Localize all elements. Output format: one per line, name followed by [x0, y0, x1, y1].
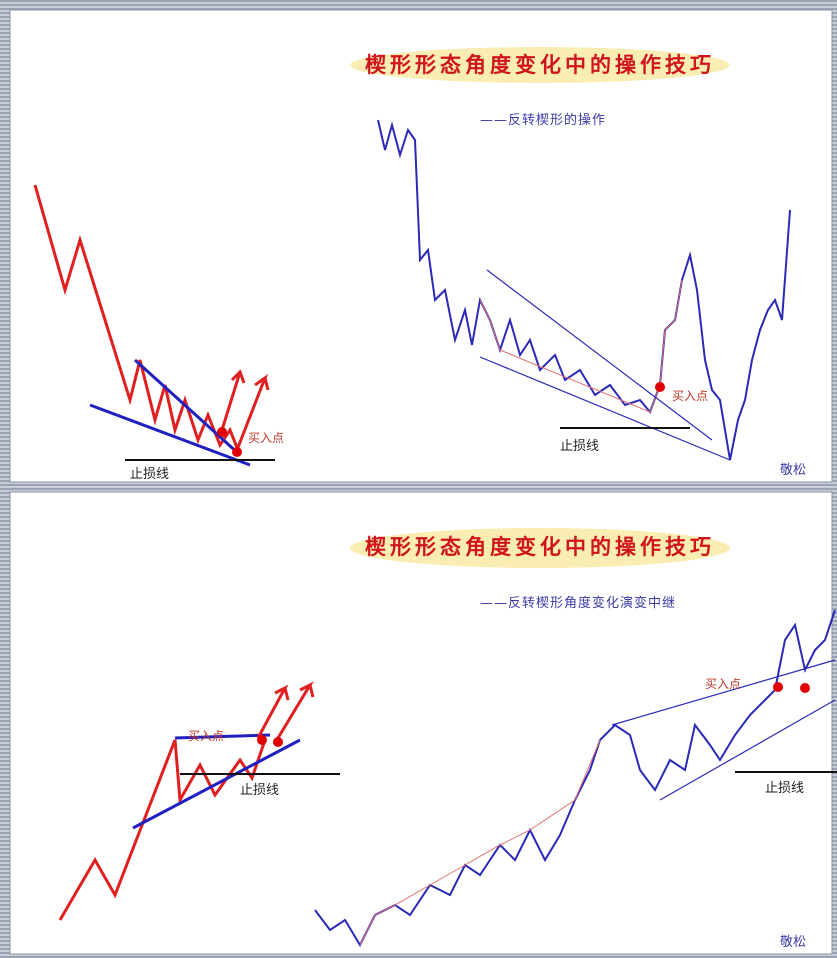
buy-dot: [257, 735, 267, 745]
signature: 敬松: [780, 934, 806, 950]
wedge-line: [486, 269, 713, 441]
wedge-line: [174, 733, 271, 740]
wedge-line: [611, 659, 836, 726]
sketch-price: [33, 184, 242, 456]
stop-label: 止损线: [560, 439, 599, 454]
stop-label: 止损线: [240, 783, 279, 798]
buy-dot: [273, 737, 283, 747]
title-brush: [350, 47, 730, 83]
stop-label: 止损线: [130, 467, 169, 482]
arrow: [220, 369, 246, 431]
subtitle: ——反转楔形的操作: [480, 112, 606, 128]
buy-dot: [800, 683, 810, 693]
wedge-line: [132, 738, 301, 830]
buy-dot: [773, 682, 783, 692]
subtitle: ——反转楔形角度变化演变中继: [480, 595, 676, 611]
price-line: [314, 609, 836, 948]
stop-label: 止损线: [765, 781, 804, 796]
panel: 楔形形态角度变化中的操作技巧 ——反转楔形角度变化演变中继 买入点 止损线 买入…: [9, 491, 837, 955]
price-up: [359, 739, 601, 946]
price-line: [377, 119, 791, 461]
buy-dot: [232, 447, 242, 457]
title-brush: [350, 528, 730, 568]
arrow: [235, 373, 270, 451]
title: 楔形形态角度变化中的操作技巧: [365, 534, 715, 559]
panel: 楔形形态角度变化中的操作技巧 ——反转楔形的操作 买入点 止损线 买入点 止损线…: [9, 9, 833, 483]
title: 楔形形态角度变化中的操作技巧: [365, 52, 715, 77]
arrow: [256, 684, 290, 739]
buy-dot: [655, 382, 665, 392]
wedge-line: [133, 358, 242, 457]
wedge-line: [479, 356, 731, 461]
buy-label: 买入点: [248, 431, 284, 445]
panel-bg: [9, 491, 833, 955]
buy-dot: [217, 427, 227, 437]
panel-bg: [9, 9, 833, 483]
wedge-line: [659, 699, 836, 801]
buy-label: 买入点: [672, 389, 708, 403]
buy-label: 买入点: [705, 677, 741, 691]
signature: 敬松: [780, 462, 806, 478]
buy-label: 买入点: [188, 729, 224, 743]
price-up: [479, 279, 683, 413]
arrow: [273, 681, 315, 744]
wedge-line: [89, 403, 251, 467]
